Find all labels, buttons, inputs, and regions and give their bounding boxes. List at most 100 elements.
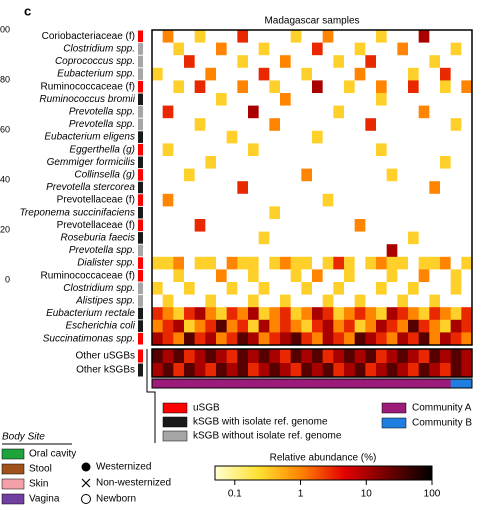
heatmap-cell bbox=[290, 118, 302, 132]
heatmap-cell bbox=[461, 130, 473, 144]
heatmap-cell bbox=[216, 193, 227, 207]
heatmap-cell bbox=[280, 319, 291, 333]
heatmap-cell bbox=[152, 256, 163, 270]
heatmap-cell bbox=[440, 67, 451, 81]
heatmap-cell bbox=[184, 332, 195, 346]
heatmap-cell bbox=[333, 256, 345, 270]
heatmap-cell bbox=[450, 193, 462, 207]
heatmap-cell bbox=[280, 30, 291, 43]
heatmap-cell bbox=[269, 294, 281, 308]
heatmap-cell bbox=[322, 332, 334, 346]
heatmap-cell bbox=[162, 55, 174, 69]
heatmap-cell bbox=[312, 42, 323, 56]
heatmap-cell bbox=[461, 118, 473, 132]
heatmap-cell bbox=[162, 42, 174, 56]
heatmap-cell bbox=[194, 349, 206, 364]
heatmap-cell bbox=[386, 319, 398, 333]
legend-label: Newborn bbox=[96, 494, 136, 505]
heatmap-cell bbox=[386, 231, 398, 245]
heatmap-cell bbox=[429, 256, 441, 270]
heatmap-cell bbox=[312, 307, 323, 321]
heatmap-cell bbox=[440, 181, 451, 195]
heatmap-cell bbox=[237, 206, 249, 220]
heatmap-cell bbox=[354, 294, 366, 308]
heatmap-cell bbox=[344, 244, 355, 258]
heatmap-cell bbox=[194, 55, 206, 69]
heatmap-cell bbox=[173, 105, 185, 119]
heatmap-cell bbox=[301, 67, 313, 81]
heatmap-cell bbox=[280, 206, 291, 220]
row-label: Ruminococcaceae (f) bbox=[41, 270, 135, 281]
heatmap-cell bbox=[376, 307, 387, 321]
heatmap-cell bbox=[450, 105, 462, 119]
heatmap-cell bbox=[397, 349, 409, 364]
heatmap-cell bbox=[312, 168, 323, 182]
heatmap-cell bbox=[386, 332, 398, 346]
heatmap-cell bbox=[418, 118, 430, 132]
heatmap-cell bbox=[461, 156, 473, 169]
heatmap-cell bbox=[162, 67, 174, 81]
heatmap-cell bbox=[173, 332, 185, 346]
heatmap-cell bbox=[450, 349, 462, 364]
heatmap-cell bbox=[386, 294, 398, 308]
heatmap-cell bbox=[173, 67, 185, 81]
row-label: Eubacterium eligens bbox=[44, 132, 135, 143]
heatmap-cell bbox=[386, 219, 398, 232]
heatmap-cell bbox=[376, 143, 387, 157]
heatmap-cell bbox=[280, 143, 291, 157]
heatmap-cell bbox=[450, 80, 462, 94]
heatmap-cell bbox=[205, 55, 217, 69]
heatmap-cell bbox=[440, 307, 451, 321]
heatmap-cell bbox=[194, 332, 206, 346]
heatmap-cell bbox=[333, 143, 345, 157]
heatmap-cell bbox=[301, 80, 313, 94]
heatmap-cell bbox=[173, 349, 185, 364]
heatmap-cell bbox=[280, 332, 291, 346]
heatmap-cell bbox=[440, 219, 451, 232]
heatmap-cell bbox=[322, 168, 334, 182]
genome-type-marker bbox=[138, 131, 143, 143]
heatmap-cell bbox=[237, 332, 249, 346]
heatmap-cell bbox=[162, 143, 174, 157]
heatmap-cell bbox=[365, 294, 377, 308]
other-row-label: Other uSGBs bbox=[76, 351, 135, 362]
heatmap-cell bbox=[258, 231, 270, 245]
heatmap-cell bbox=[461, 294, 473, 308]
heatmap-cell bbox=[226, 349, 238, 364]
heatmap-cell bbox=[461, 332, 473, 346]
colorbar-tick-label: 1 bbox=[298, 489, 304, 500]
heatmap-cell bbox=[301, 244, 313, 258]
heatmap-cell bbox=[344, 349, 355, 364]
heatmap-cell bbox=[450, 118, 462, 132]
heatmap-cell bbox=[418, 349, 430, 364]
row-label: Coriobacteriaceae (f) bbox=[42, 31, 135, 42]
heatmap-cell bbox=[354, 118, 366, 132]
community-cell bbox=[418, 379, 430, 388]
heatmap-cell bbox=[450, 30, 462, 43]
heatmap-cell bbox=[173, 156, 185, 169]
heatmap-cell bbox=[152, 219, 163, 232]
heatmap-cell bbox=[397, 244, 409, 258]
heatmap-cell bbox=[440, 363, 451, 378]
community-cell bbox=[216, 379, 227, 388]
heatmap-cell bbox=[301, 130, 313, 144]
genome-type-marker bbox=[138, 43, 143, 55]
heatmap-cell bbox=[269, 256, 281, 270]
heatmap-cell bbox=[184, 319, 195, 333]
heatmap-cell bbox=[194, 80, 206, 94]
heatmap-cell bbox=[162, 319, 174, 333]
heatmap-cell bbox=[429, 269, 441, 283]
heatmap-cell bbox=[216, 269, 227, 283]
heatmap-cell bbox=[258, 181, 270, 195]
community-cell bbox=[386, 379, 398, 388]
heatmap-cell bbox=[173, 118, 185, 132]
community-cell bbox=[429, 379, 441, 388]
heatmap-cell bbox=[344, 193, 355, 207]
heatmap-cell bbox=[162, 256, 174, 270]
heatmap-cell bbox=[248, 256, 259, 270]
row-label: Gemmiger formicilis bbox=[47, 157, 135, 168]
heatmap-cell bbox=[386, 67, 398, 81]
heatmap-cell bbox=[397, 168, 409, 182]
heatmap-cell bbox=[418, 319, 430, 333]
heatmap-cell bbox=[290, 206, 302, 220]
